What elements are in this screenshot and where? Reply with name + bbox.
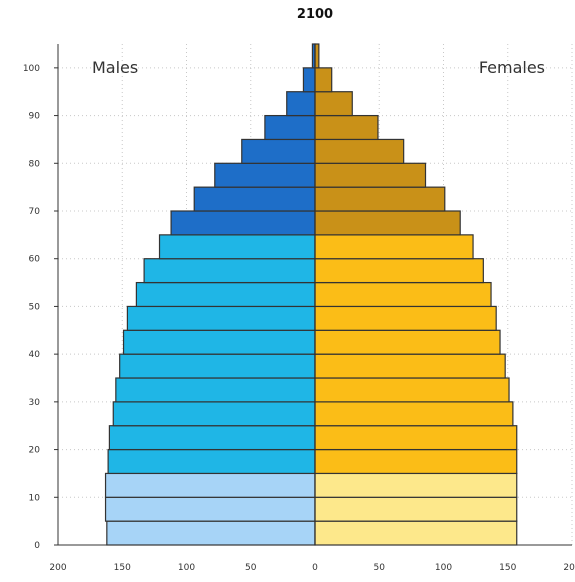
x-tick-label: 150 xyxy=(114,563,131,573)
male-bar xyxy=(112,401,316,427)
male-bar xyxy=(302,67,316,93)
male-bar xyxy=(115,377,316,403)
male-bar xyxy=(104,496,316,522)
female-bar xyxy=(314,329,501,355)
male-bar xyxy=(214,162,316,188)
female-bar xyxy=(314,353,506,379)
female-bar xyxy=(314,67,333,93)
male-bar xyxy=(106,520,316,546)
female-bar xyxy=(314,186,446,212)
y-tick-label: 50 xyxy=(29,302,41,312)
female-bar xyxy=(314,520,518,546)
female-bar xyxy=(314,234,474,260)
y-tick-label: 100 xyxy=(23,64,40,74)
male-bar xyxy=(286,91,316,117)
female-bar xyxy=(314,305,497,331)
female-bar xyxy=(314,210,461,236)
female-bar xyxy=(314,162,427,188)
male-bar xyxy=(170,210,316,236)
x-tick-label: 150 xyxy=(499,563,516,573)
male-bar xyxy=(143,258,316,284)
female-bar xyxy=(314,401,514,427)
x-tick-label: 50 xyxy=(374,563,386,573)
male-bar xyxy=(126,305,316,331)
y-tick-label: 90 xyxy=(29,112,41,122)
y-tick-label: 10 xyxy=(29,493,41,503)
male-bar xyxy=(193,186,316,212)
female-bar xyxy=(314,448,518,475)
female-bar xyxy=(314,91,353,117)
female-bar xyxy=(314,496,518,522)
female-bar xyxy=(314,138,405,164)
bars xyxy=(104,43,518,546)
chart-title: 2100 xyxy=(297,7,333,22)
axes: 200 150 100 50 0 50 100 150 200 0 10 20 30 40 50 60 70 80… xyxy=(23,44,575,573)
x-tick-label: 200 xyxy=(49,563,66,573)
male-bar xyxy=(108,425,316,451)
male-bar xyxy=(158,234,316,260)
y-tick-label: 40 xyxy=(29,350,41,360)
male-bar xyxy=(264,114,316,141)
males-label: Males xyxy=(92,58,138,77)
females-label: Females xyxy=(479,58,545,77)
male-bar xyxy=(122,329,316,355)
female-bar xyxy=(314,281,492,308)
x-tick-label: 0 xyxy=(312,563,318,573)
y-tick-label: 30 xyxy=(29,398,41,408)
female-bar xyxy=(314,377,510,403)
female-bar xyxy=(314,258,484,284)
male-bar xyxy=(135,281,316,308)
male-bar xyxy=(241,138,316,164)
male-bar xyxy=(104,472,316,498)
y-tick-label: 80 xyxy=(29,159,41,169)
female-bar xyxy=(314,472,518,498)
y-tick-label: 70 xyxy=(29,207,41,217)
male-bar xyxy=(119,353,316,379)
x-tick-label: 100 xyxy=(435,563,452,573)
female-bar xyxy=(314,114,379,141)
female-bar xyxy=(314,425,518,451)
y-tick-label: 60 xyxy=(29,255,41,265)
x-tick-label: 200 xyxy=(563,563,575,573)
y-tick-label: 0 xyxy=(34,541,40,551)
x-tick-label: 50 xyxy=(245,563,257,573)
y-tick-label: 20 xyxy=(29,446,41,456)
x-tick-label: 100 xyxy=(178,563,195,573)
male-bar xyxy=(107,448,316,475)
